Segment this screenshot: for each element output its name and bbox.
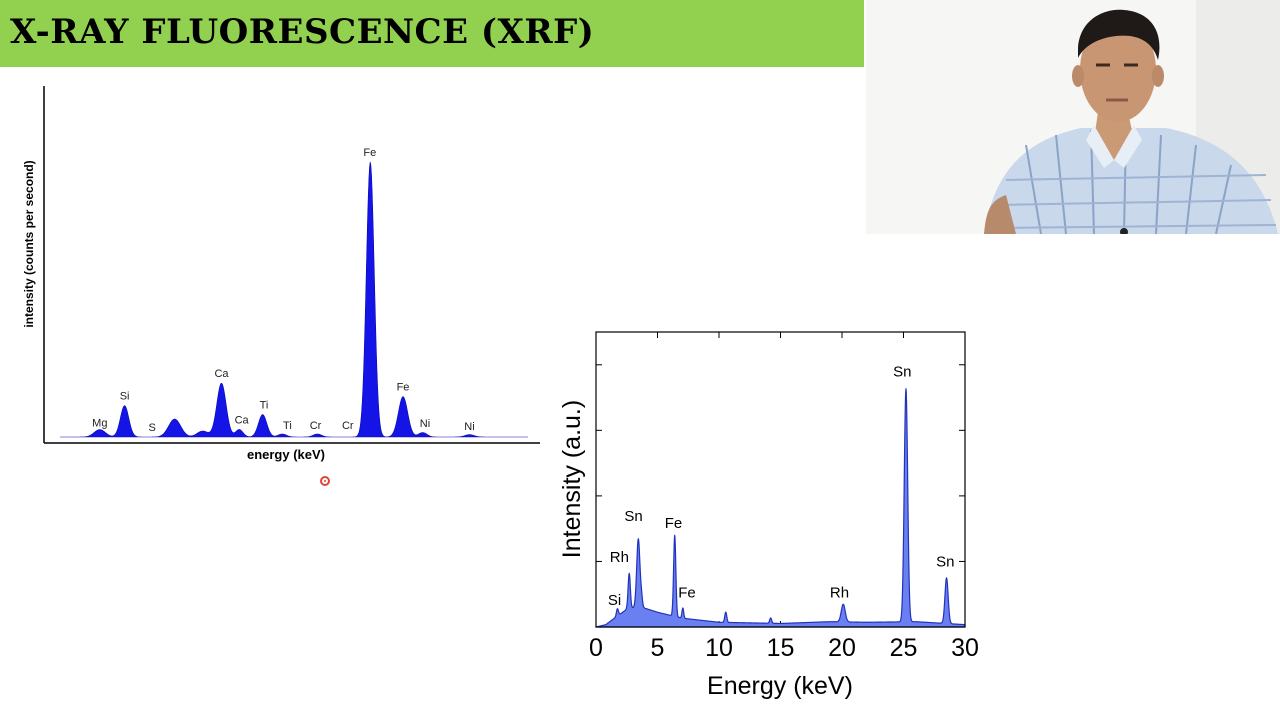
left-peak-label: Si xyxy=(120,391,130,403)
right-y-axis-label: Intensity (a.u.) xyxy=(558,400,586,558)
left-peak-label: Ca xyxy=(214,368,229,380)
right-x-tick-labels: 0 5 10 15 20 25 30 xyxy=(589,634,979,662)
left-x-axis-label: energy (keV) xyxy=(247,447,325,462)
slide-title: X-RAY FLUORESCENCE (XRF) xyxy=(10,12,595,52)
right-peak-label: Rh xyxy=(610,549,629,566)
presenter-video-icon xyxy=(866,0,1280,234)
right-peak-label: Fe xyxy=(678,585,696,602)
right-peak-label: Rh xyxy=(830,585,849,602)
slide-title-bar: X-RAY FLUORESCENCE (XRF) xyxy=(0,0,864,67)
left-peak-label: Cr xyxy=(342,420,354,432)
right-x-tick-label: 20 xyxy=(828,634,856,662)
left-peak-label: Ti xyxy=(260,400,269,412)
left-peak-label: Mg xyxy=(92,418,107,430)
presenter-webcam-video xyxy=(866,0,1280,234)
right-peak-labels: Si Rh Sn Fe Fe Rh Sn Sn xyxy=(608,363,955,609)
right-peak-label: Sn xyxy=(624,508,642,525)
right-chart-frame xyxy=(595,331,966,628)
right-x-tick-label: 25 xyxy=(890,634,918,662)
left-peak-label: S xyxy=(149,422,156,434)
right-spectrum-area xyxy=(595,388,966,628)
left-chart-axes xyxy=(43,86,540,444)
right-peak-label: Sn xyxy=(936,554,954,571)
left-peak-label: Ca xyxy=(235,415,250,427)
left-peak-label: Ni xyxy=(420,418,430,430)
right-x-axis-label: Energy (keV) xyxy=(707,672,853,700)
right-peak-label: Si xyxy=(608,592,621,609)
left-peak-label: Ti xyxy=(283,420,292,432)
left-spectrum-area xyxy=(60,161,528,438)
right-x-tick-label: 30 xyxy=(951,634,979,662)
laser-pointer-cursor xyxy=(320,476,330,486)
right-peak-label: Sn xyxy=(893,363,911,380)
xrf-spectrum-chart-left: Mg Si S Ca Ca Ti Ti Cr Cr Fe Fe Ni Ni energy (keV) i… xyxy=(22,86,540,462)
left-peak-label: Fe xyxy=(363,147,376,159)
left-y-axis-label: intensity (counts per second) xyxy=(22,160,36,327)
right-x-tick-label: 15 xyxy=(767,634,795,662)
right-x-tick-label: 0 xyxy=(589,634,603,662)
left-peak-label: Ni xyxy=(464,421,474,433)
right-peak-label: Fe xyxy=(665,515,683,532)
left-peak-labels: Mg Si S Ca Ca Ti Ti Cr Cr Fe Fe Ni Ni xyxy=(92,147,475,434)
right-x-tick-label: 10 xyxy=(705,634,733,662)
xrf-spectrum-chart-right: 0 5 10 15 20 25 30 Si Rh Sn Fe Fe Rh Sn Sn Energy (ke… xyxy=(558,331,979,700)
right-x-tick-label: 5 xyxy=(651,634,665,662)
left-peak-label: Fe xyxy=(397,382,410,394)
left-peak-label: Cr xyxy=(310,420,322,432)
